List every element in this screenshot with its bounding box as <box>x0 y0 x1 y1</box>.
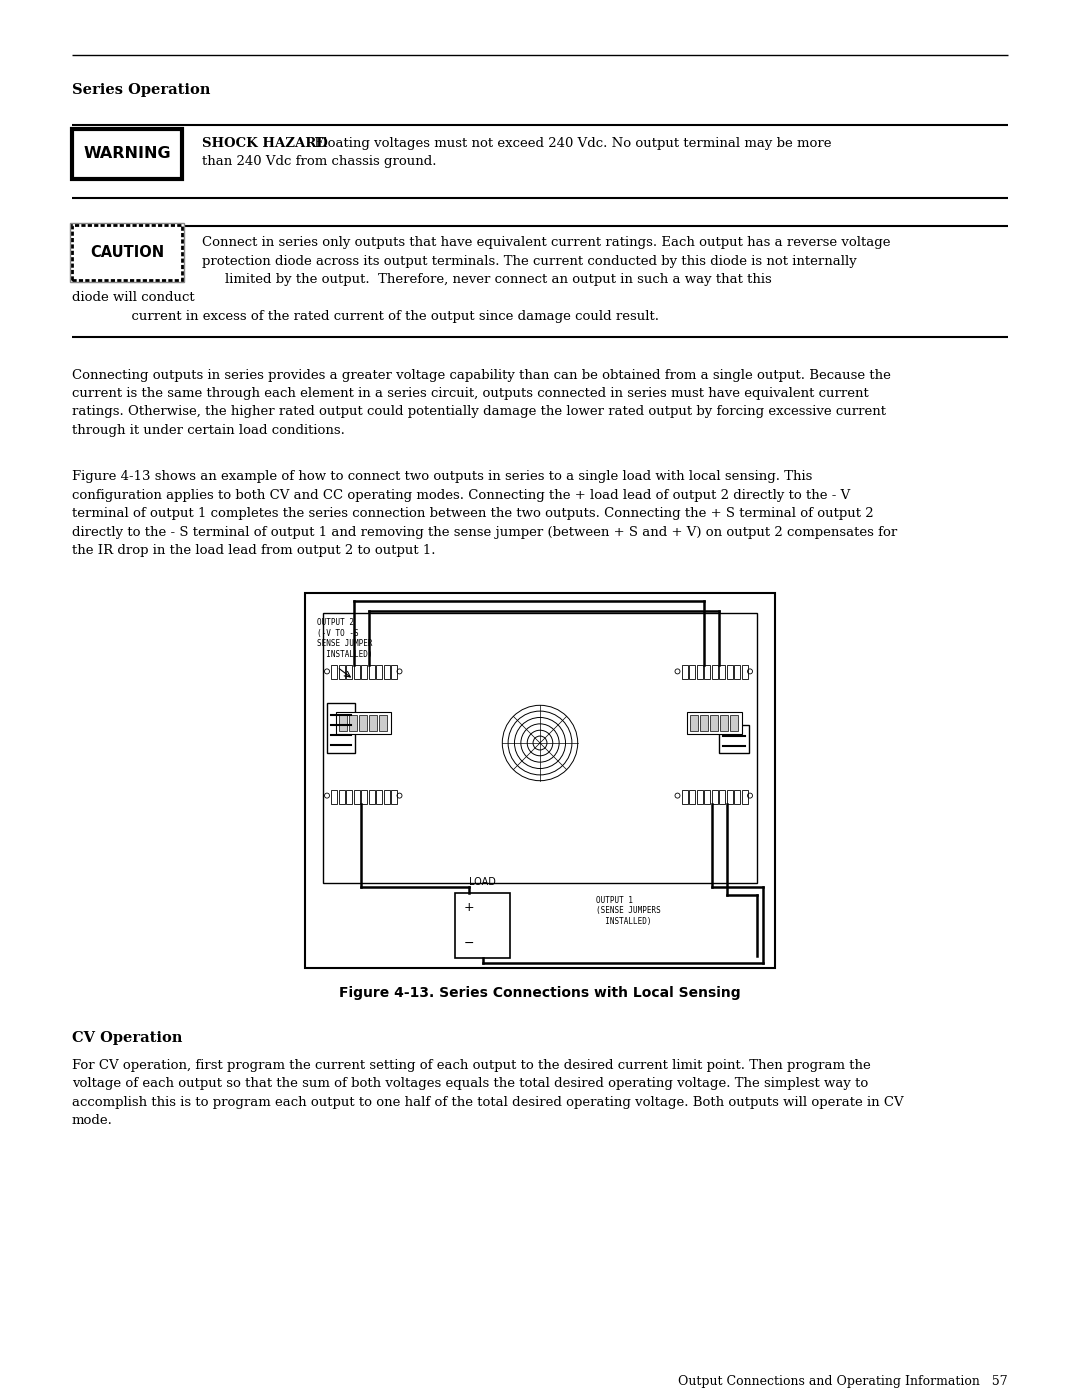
Bar <box>72 129 183 179</box>
Text: OUTPUT 2
(-V TO -S
SENSE JUMPER
  INSTALLED): OUTPUT 2 (-V TO -S SENSE JUMPER INSTALLE… <box>318 619 373 658</box>
Bar <box>338 665 345 679</box>
Bar <box>327 704 355 753</box>
Text: current in excess of the rated current of the output since damage could result.: current in excess of the rated current o… <box>72 310 659 323</box>
Bar <box>72 225 183 279</box>
Bar <box>346 665 352 679</box>
Bar <box>70 224 184 282</box>
Bar <box>689 789 696 803</box>
Bar <box>376 789 382 803</box>
Bar <box>734 789 741 803</box>
Bar <box>330 665 337 679</box>
Bar <box>368 789 375 803</box>
Bar <box>361 665 367 679</box>
Text: mode.: mode. <box>72 1115 113 1127</box>
Bar <box>704 789 711 803</box>
Bar <box>383 789 390 803</box>
Text: CV Operation: CV Operation <box>72 1031 183 1045</box>
Bar <box>697 789 703 803</box>
Text: Series Operation: Series Operation <box>72 82 211 96</box>
Bar <box>681 665 688 679</box>
Bar <box>338 789 345 803</box>
Bar <box>719 725 750 753</box>
Bar <box>719 715 728 732</box>
Text: +: + <box>464 901 475 914</box>
Bar <box>361 789 367 803</box>
Bar <box>346 789 352 803</box>
Bar <box>727 665 733 679</box>
Bar <box>379 715 387 732</box>
Bar <box>719 789 726 803</box>
Text: terminal of output 1 completes the series connection between the two outputs. Co: terminal of output 1 completes the serie… <box>72 507 874 521</box>
Bar <box>697 665 703 679</box>
Bar <box>687 712 742 735</box>
Bar <box>383 665 390 679</box>
Text: For CV operation, first program the current setting of each output to the desire: For CV operation, first program the curr… <box>72 1059 870 1071</box>
Bar <box>359 715 367 732</box>
Bar <box>734 665 741 679</box>
Bar <box>742 665 747 679</box>
Bar <box>353 789 360 803</box>
Bar <box>305 592 775 968</box>
Bar <box>689 665 696 679</box>
Text: configuration applies to both CV and CC operating modes. Connecting the + load l: configuration applies to both CV and CC … <box>72 489 850 502</box>
Text: than 240 Vdc from chassis ground.: than 240 Vdc from chassis ground. <box>202 155 436 169</box>
Text: LOAD: LOAD <box>470 877 497 887</box>
Text: Output Connections and Operating Information   57: Output Connections and Operating Informa… <box>678 1375 1008 1389</box>
Bar <box>719 665 726 679</box>
Text: WARNING: WARNING <box>83 147 171 162</box>
Text: SHOCK HAZARD: SHOCK HAZARD <box>202 137 327 149</box>
Text: Floating voltages must not exceed 240 Vdc. No output terminal may be more: Floating voltages must not exceed 240 Vd… <box>310 137 832 149</box>
Bar <box>681 789 688 803</box>
Text: protection diode across its output terminals. The current conducted by this diod: protection diode across its output termi… <box>202 254 856 267</box>
Text: Connect in series only outputs that have equivalent current ratings. Each output: Connect in series only outputs that have… <box>202 236 891 249</box>
Text: diode will conduct: diode will conduct <box>72 292 194 305</box>
Text: current is the same through each element in a series circuit, outputs connected : current is the same through each element… <box>72 387 868 400</box>
Bar <box>712 789 718 803</box>
Text: CAUTION: CAUTION <box>90 244 164 260</box>
Bar <box>704 665 711 679</box>
Text: limited by the output.  Therefore, never connect an output in such a way that th: limited by the output. Therefore, never … <box>72 272 772 286</box>
Bar <box>689 715 698 732</box>
Text: OUTPUT 1
(SENSE JUMPERS
  INSTALLED): OUTPUT 1 (SENSE JUMPERS INSTALLED) <box>596 895 661 926</box>
Bar <box>369 715 377 732</box>
Bar <box>353 665 360 679</box>
Bar <box>700 715 707 732</box>
Bar <box>330 789 337 803</box>
Bar <box>742 789 747 803</box>
Bar <box>456 893 511 958</box>
Text: voltage of each output so that the sum of both voltages equals the total desired: voltage of each output so that the sum o… <box>72 1077 868 1091</box>
Text: directly to the - S terminal of output 1 and removing the sense jumper (between : directly to the - S terminal of output 1… <box>72 527 897 539</box>
Text: the IR drop in the load lead from output 2 to output 1.: the IR drop in the load lead from output… <box>72 545 435 557</box>
Text: ratings. Otherwise, the higher rated output could potentially damage the lower r: ratings. Otherwise, the higher rated out… <box>72 405 886 419</box>
Bar <box>391 789 397 803</box>
Text: accomplish this is to program each output to one half of the total desired opera: accomplish this is to program each outpu… <box>72 1097 904 1109</box>
Text: Figure 4-13 shows an example of how to connect two outputs in series to a single: Figure 4-13 shows an example of how to c… <box>72 471 812 483</box>
Text: Figure 4-13. Series Connections with Local Sensing: Figure 4-13. Series Connections with Loc… <box>339 986 741 1000</box>
Bar <box>712 665 718 679</box>
Text: −: − <box>464 937 474 950</box>
Bar <box>376 665 382 679</box>
Text: Connecting outputs in series provides a greater voltage capability than can be o: Connecting outputs in series provides a … <box>72 369 891 381</box>
Bar <box>323 613 757 883</box>
Text: through it under certain load conditions.: through it under certain load conditions… <box>72 425 345 437</box>
Bar <box>368 665 375 679</box>
Bar <box>727 789 733 803</box>
Bar <box>729 715 738 732</box>
Bar <box>349 715 357 732</box>
Bar <box>336 712 391 735</box>
Bar <box>339 715 347 732</box>
Bar <box>391 665 397 679</box>
Bar <box>710 715 717 732</box>
